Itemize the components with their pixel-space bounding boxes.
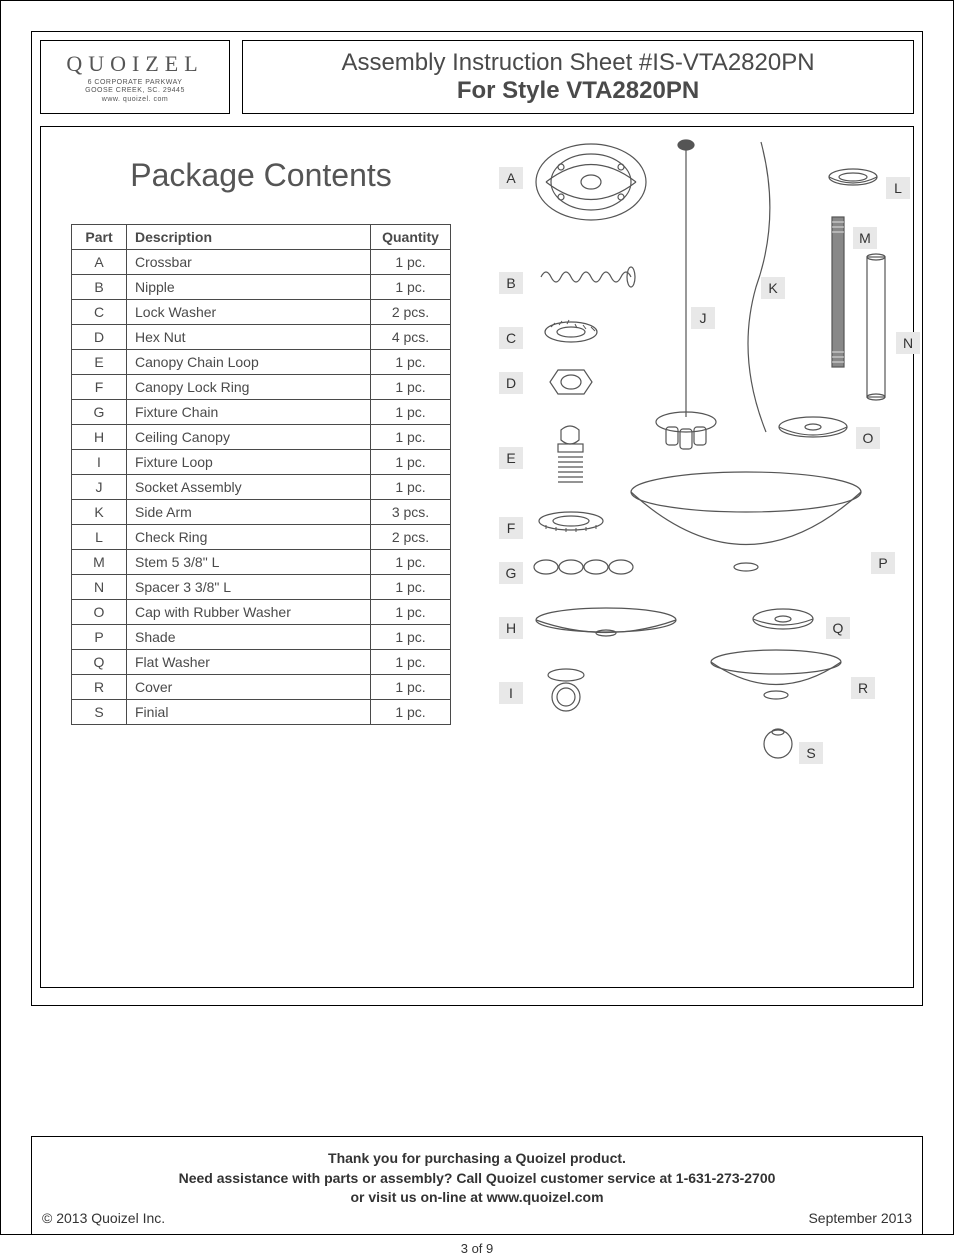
diagram-label-e: E: [499, 447, 523, 469]
table-row: JSocket Assembly1 pc.: [72, 475, 451, 500]
part-n-icon: [861, 252, 891, 402]
diagram-label-a: A: [499, 167, 523, 189]
diagram-label-f: F: [499, 517, 523, 539]
th-part: Part: [72, 225, 127, 250]
part-f-icon: [536, 509, 606, 534]
th-desc: Description: [127, 225, 371, 250]
diagram-label-n: N: [896, 332, 920, 354]
table-row: HCeiling Canopy1 pc.: [72, 425, 451, 450]
diagram-label-h: H: [499, 617, 523, 639]
footer-line3: or visit us on-line at www.quoizel.com: [42, 1188, 912, 1208]
part-h-icon: [531, 605, 681, 645]
table-row: QFlat Washer1 pc.: [72, 650, 451, 675]
table-row: OCap with Rubber Washer1 pc.: [72, 600, 451, 625]
diagram-label-c: C: [499, 327, 523, 349]
part-l-icon: [826, 167, 881, 192]
parts-table: Part Description Quantity ACrossbar1 pc.…: [71, 224, 451, 725]
header-row: QUOIZEL 6 CORPORATE PARKWAY GOOSE CREEK,…: [40, 40, 914, 114]
page: QUOIZEL 6 CORPORATE PARKWAY GOOSE CREEK,…: [0, 0, 954, 1235]
section-title: Package Contents: [71, 157, 451, 194]
diagram-label-b: B: [499, 272, 523, 294]
footer-date: September 2013: [808, 1210, 912, 1226]
table-row: PShade1 pc.: [72, 625, 451, 650]
part-e-icon: [543, 422, 598, 492]
content-box: Package Contents Part Description Quanti…: [40, 126, 914, 988]
part-j-icon: [646, 137, 726, 457]
diagram-label-i: I: [499, 682, 523, 704]
logo-box: QUOIZEL 6 CORPORATE PARKWAY GOOSE CREEK,…: [40, 40, 230, 114]
footer-bottom: © 2013 Quoizel Inc. September 2013: [42, 1210, 912, 1226]
table-row: GFixture Chain1 pc.: [72, 400, 451, 425]
diagram-label-s: S: [799, 742, 823, 764]
copyright: © 2013 Quoizel Inc.: [42, 1210, 165, 1226]
part-m-icon: [826, 212, 851, 372]
table-row: CLock Washer2 pcs.: [72, 300, 451, 325]
diagram-label-k: K: [761, 277, 785, 299]
part-d-icon: [546, 362, 596, 402]
table-body: ACrossbar1 pc.BNipple1 pc.CLock Washer2 …: [72, 250, 451, 725]
part-i-icon: [541, 667, 591, 717]
table-row: IFixture Loop1 pc.: [72, 450, 451, 475]
part-g-icon: [531, 555, 641, 580]
title-box: Assembly Instruction Sheet #IS-VTA2820PN…: [242, 40, 914, 114]
part-c-icon: [541, 317, 601, 347]
diagram-label-m: M: [853, 227, 877, 249]
diagram-area: ABCDEFGHIJKLMNOPQRS: [471, 137, 903, 977]
brand-addr: 6 CORPORATE PARKWAY GOOSE CREEK, SC. 294…: [59, 79, 211, 104]
table-row: NSpacer 3 3/8" L1 pc.: [72, 575, 451, 600]
footer-box: Thank you for purchasing a Quoizel produ…: [31, 1136, 923, 1235]
part-a-icon: [531, 137, 651, 227]
diagram-label-q: Q: [826, 617, 850, 639]
diagram-label-r: R: [851, 677, 875, 699]
diagram-label-o: O: [856, 427, 880, 449]
table-row: DHex Nut4 pcs.: [72, 325, 451, 350]
diagram-label-l: L: [886, 177, 910, 199]
table-head: Part Description Quantity: [72, 225, 451, 250]
brand-name: QUOIZEL: [59, 51, 211, 77]
left-column: Package Contents Part Description Quanti…: [51, 137, 471, 977]
title-line2: For Style VTA2820PN: [253, 77, 903, 105]
table-row: SFinial1 pc.: [72, 700, 451, 725]
part-q-icon: [751, 607, 816, 635]
outer-border: QUOIZEL 6 CORPORATE PARKWAY GOOSE CREEK,…: [31, 31, 923, 1006]
footer-line2: Need assistance with parts or assembly? …: [42, 1169, 912, 1189]
footer-line1: Thank you for purchasing a Quoizel produ…: [42, 1149, 912, 1169]
title-line1: Assembly Instruction Sheet #IS-VTA2820PN: [253, 49, 903, 77]
table-row: KSide Arm3 pcs.: [72, 500, 451, 525]
th-qty: Quantity: [371, 225, 451, 250]
table-row: RCover1 pc.: [72, 675, 451, 700]
table-row: BNipple1 pc.: [72, 275, 451, 300]
part-o-icon: [776, 415, 851, 445]
part-s-icon: [761, 727, 796, 762]
diagram-label-g: G: [499, 562, 523, 584]
table-row: LCheck Ring2 pcs.: [72, 525, 451, 550]
table-row: ACrossbar1 pc.: [72, 250, 451, 275]
diagram-label-p: P: [871, 552, 895, 574]
part-r-icon: [706, 647, 846, 707]
page-number: 3 of 9: [31, 1241, 923, 1256]
table-row: FCanopy Lock Ring1 pc.: [72, 375, 451, 400]
table-row: MStem 5 3/8" L1 pc.: [72, 550, 451, 575]
table-row: ECanopy Chain Loop1 pc.: [72, 350, 451, 375]
diagram-label-d: D: [499, 372, 523, 394]
diagram-label-j: J: [691, 307, 715, 329]
part-p-icon: [626, 467, 866, 587]
part-b-icon: [536, 262, 636, 292]
